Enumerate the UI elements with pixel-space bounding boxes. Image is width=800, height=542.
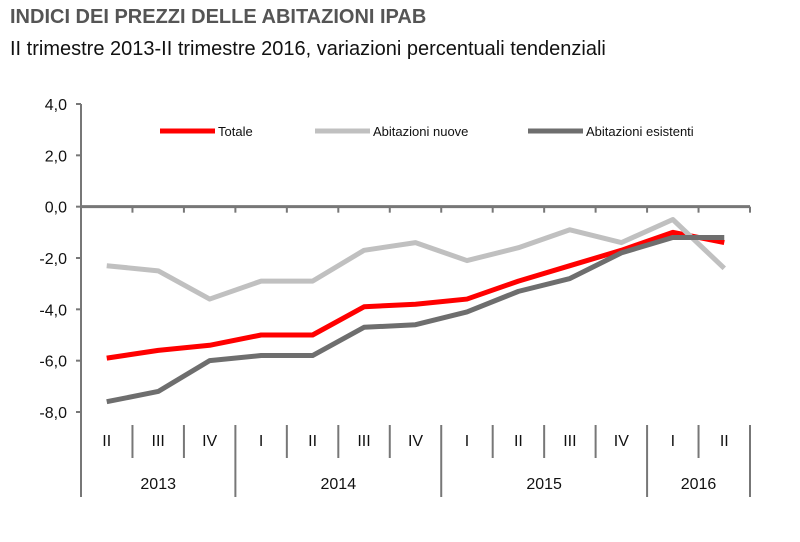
quarter-label: III <box>563 433 576 450</box>
year-label: 2013 <box>140 476 176 493</box>
quarter-label: IV <box>202 433 217 450</box>
y-tick-label: -8,0 <box>39 405 67 422</box>
legend-label: Totale <box>218 124 253 139</box>
y-tick-label: 0,0 <box>45 200 67 217</box>
chart-subtitle: II trimestre 2013-II trimestre 2016, var… <box>10 38 606 60</box>
quarter-label: I <box>465 433 469 450</box>
quarter-label: III <box>357 433 370 450</box>
series-line-1 <box>106 217 726 302</box>
quarter-label: II <box>720 433 729 450</box>
year-label: 2014 <box>321 476 357 493</box>
quarter-label: I <box>671 433 675 450</box>
quarter-label: II <box>102 433 111 450</box>
y-tick-label: -6,0 <box>39 354 67 371</box>
series-line-2 <box>106 234 725 405</box>
quarter-label: II <box>308 433 317 450</box>
y-tick-label: -4,0 <box>39 302 67 319</box>
quarter-label: III <box>152 433 165 450</box>
y-tick-label: -2,0 <box>39 251 67 268</box>
legend-label: Abitazioni nuove <box>373 124 468 139</box>
quarter-label: I <box>259 433 263 450</box>
quarter-label: IV <box>408 433 423 450</box>
quarter-label: IV <box>614 433 629 450</box>
chart-title: INDICI DEI PREZZI DELLE ABITAZIONI IPAB <box>10 6 427 28</box>
y-tick-label: 2,0 <box>45 148 67 165</box>
quarter-label: II <box>514 433 523 450</box>
legend-label: Abitazioni esistenti <box>586 124 694 139</box>
year-label: 2016 <box>681 476 717 493</box>
year-label: 2015 <box>526 476 562 493</box>
y-tick-label: 4,0 <box>45 97 67 114</box>
